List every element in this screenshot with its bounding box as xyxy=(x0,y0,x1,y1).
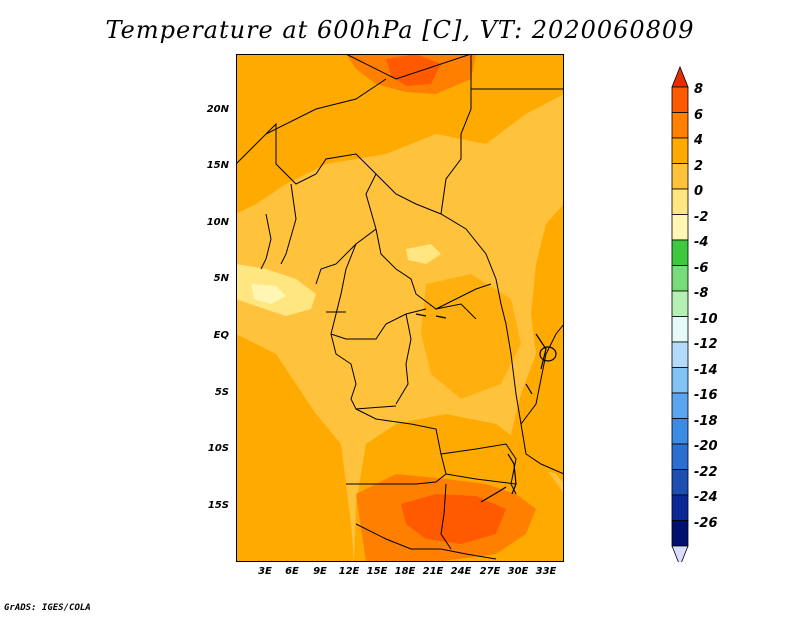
map-frame xyxy=(236,54,564,562)
colorbar-label-neg6: -6 xyxy=(694,261,709,276)
lon-label-27e: 27E xyxy=(479,566,501,577)
lon-label-33e: 33E xyxy=(535,566,557,577)
lon-label-30e: 30E xyxy=(507,566,529,577)
colorbar xyxy=(671,65,689,568)
colorbar-label-neg10: -10 xyxy=(694,312,718,327)
map-plot-area xyxy=(236,54,564,562)
colorbar-label-neg4: -4 xyxy=(694,235,709,250)
shade-region-6-8-south xyxy=(401,494,506,544)
country-boundaries xyxy=(236,54,564,560)
colorbar-segment xyxy=(671,341,689,368)
colorbar-segment xyxy=(671,265,689,292)
colorbar-segment xyxy=(671,494,689,521)
lat-label-eq: EQ xyxy=(213,330,229,341)
colorbar-segment xyxy=(671,443,689,470)
colorbar-label-0: 0 xyxy=(694,184,704,199)
map-title: Temperature at 600hPa [C], VT: 202006080… xyxy=(105,16,695,44)
lon-label-15e: 15E xyxy=(366,566,388,577)
colorbar-segment xyxy=(671,239,689,266)
colorbar-label-neg16: -16 xyxy=(694,388,718,403)
shade-region-2-4-west xyxy=(236,334,354,562)
lon-label-24e: 24E xyxy=(450,566,472,577)
colorbar-label-neg2: -2 xyxy=(694,210,709,225)
lon-label-12e: 12E xyxy=(338,566,360,577)
colorbar-segment xyxy=(671,520,689,547)
colorbar-label-6: 6 xyxy=(694,108,704,123)
colorbar-segment xyxy=(671,392,689,419)
colorbar-arrow-bottom xyxy=(671,545,689,568)
colorbar-label-neg8: -8 xyxy=(694,286,709,301)
colorbar-segment xyxy=(671,163,689,190)
lon-label-3e: 3E xyxy=(258,566,272,577)
shade-region-2-4-north xyxy=(236,54,564,214)
colorbar-segment xyxy=(671,86,689,113)
lon-label-9e: 9E xyxy=(313,566,327,577)
colorbar-label-neg14: -14 xyxy=(694,363,718,378)
lon-label-18e: 18E xyxy=(394,566,416,577)
colorbar-label-neg18: -18 xyxy=(694,414,718,429)
colorbar-segment xyxy=(671,112,689,139)
colorbar-label-4: 4 xyxy=(694,133,704,148)
colorbar-label-neg12: -12 xyxy=(694,337,718,352)
colorbar-segment xyxy=(671,290,689,317)
colorbar-segment xyxy=(671,316,689,343)
grads-credit: GrADS: IGES/COLA xyxy=(4,603,91,613)
colorbar-segment xyxy=(671,367,689,394)
lat-label-10n: 10N xyxy=(206,217,229,228)
shade-region-neg2-0-central xyxy=(406,244,441,264)
colorbar-segment xyxy=(671,418,689,445)
colorbar-label-neg26: -26 xyxy=(694,516,718,531)
lat-label-5n: 5N xyxy=(213,273,229,284)
colorbar-legend: 8 6 4 2 0 -2 -4 -6 -8 -10 -12 -14 -16 -1… xyxy=(670,62,740,568)
shade-region-neg4-neg2-west xyxy=(251,284,286,304)
colorbar-label-2: 2 xyxy=(694,159,704,174)
temperature-map xyxy=(236,54,564,562)
shade-region-2-4-central xyxy=(421,274,521,399)
colorbar-label-8: 8 xyxy=(694,82,704,97)
colorbar-label-neg20: -20 xyxy=(694,439,718,454)
lat-label-10s: 10S xyxy=(207,443,229,454)
lakes xyxy=(415,313,557,503)
colorbar-segment xyxy=(671,188,689,215)
lat-label-20n: 20N xyxy=(206,104,229,115)
lat-label-15n: 15N xyxy=(206,160,229,171)
colorbar-arrow-top xyxy=(671,65,689,88)
colorbar-segment xyxy=(671,137,689,164)
lat-label-15s: 15S xyxy=(207,500,229,511)
lat-label-5s: 5S xyxy=(214,387,229,398)
colorbar-label-neg22: -22 xyxy=(694,465,718,480)
shade-region-2-4-east xyxy=(511,204,564,484)
lon-label-6e: 6E xyxy=(285,566,299,577)
lon-label-21e: 21E xyxy=(422,566,444,577)
colorbar-segment xyxy=(671,469,689,496)
colorbar-label-neg24: -24 xyxy=(694,490,718,505)
colorbar-segment xyxy=(671,214,689,241)
